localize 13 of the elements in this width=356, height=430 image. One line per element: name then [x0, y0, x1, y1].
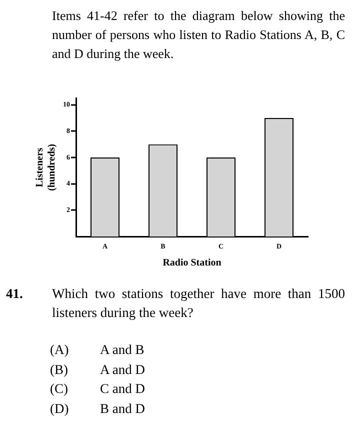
text: C and D	[100, 380, 145, 398]
x-axis-title: Radio Station	[162, 258, 222, 269]
text: B and D	[100, 400, 145, 418]
text: (C)	[50, 380, 69, 398]
text: (B)	[50, 360, 69, 379]
y-axis-title: Listeners (hundreds)	[34, 144, 58, 191]
text: (A)	[50, 341, 70, 359]
text: 41.	[5, 285, 24, 303]
text: A and D	[100, 360, 145, 378]
text: (D)	[50, 400, 70, 418]
chart-title: Items 41-42 refer to the diagram below showing the number of persons who listen to Radio Stations A, B, C and D during the week.	[52, 7, 345, 63]
text: Which two stations together have more than 1500 listeners during the week?	[52, 285, 345, 322]
text: A and B	[100, 341, 144, 359]
